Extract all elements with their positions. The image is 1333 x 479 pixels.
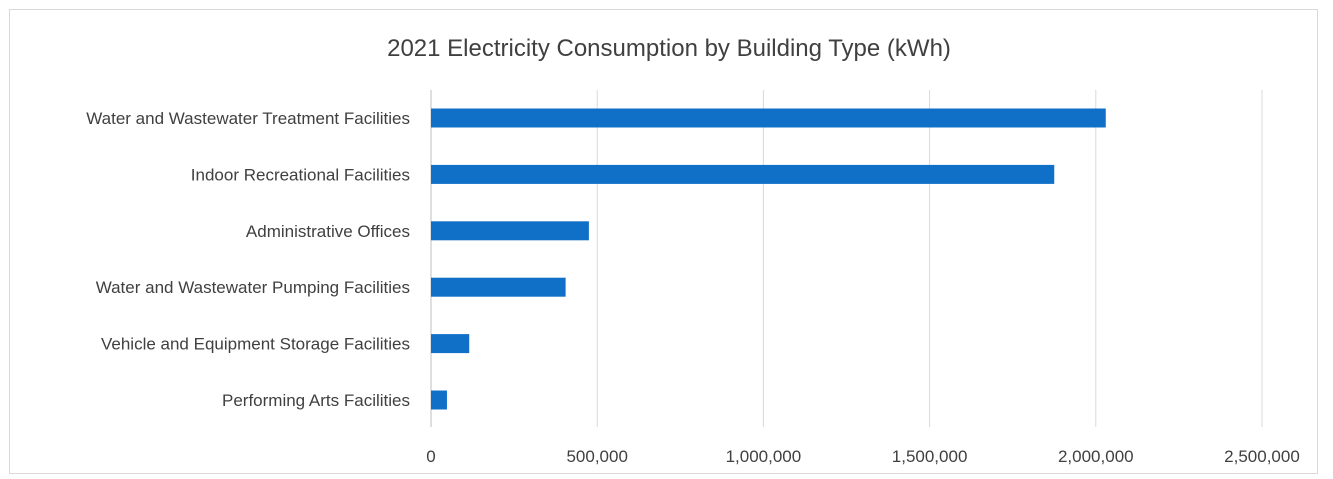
bar <box>431 221 589 241</box>
category-label: Performing Arts Facilities <box>222 391 410 410</box>
chart-title: 2021 Electricity Consumption by Building… <box>387 35 951 62</box>
x-tick-label: 500,000 <box>566 447 627 466</box>
x-tick-label: 2,500,000 <box>1224 447 1300 466</box>
x-tick-label: 2,000,000 <box>1058 447 1134 466</box>
category-labels: Water and Wastewater Treatment Facilitie… <box>86 109 410 410</box>
category-label: Water and Wastewater Pumping Facilities <box>96 278 410 297</box>
bar <box>431 277 566 297</box>
category-label: Administrative Offices <box>246 222 410 241</box>
bar <box>431 108 1106 128</box>
bar <box>431 334 470 354</box>
x-tick-labels: 0 500,000 1,000,000 1,500,000 2,000,000 2,500… <box>426 447 1300 466</box>
x-tick-label: 1,000,000 <box>726 447 802 466</box>
x-tick-label: 1,500,000 <box>892 447 968 466</box>
chart-frame <box>9 9 1318 474</box>
bars <box>431 108 1106 410</box>
category-label: Indoor Recreational Facilities <box>191 165 410 184</box>
grid-lines <box>430 90 1263 427</box>
x-tick-label: 0 <box>426 447 435 466</box>
category-label: Water and Wastewater Treatment Facilitie… <box>86 109 410 128</box>
bar <box>431 390 447 410</box>
bar <box>431 164 1055 184</box>
category-label: Vehicle and Equipment Storage Facilities <box>101 335 410 354</box>
